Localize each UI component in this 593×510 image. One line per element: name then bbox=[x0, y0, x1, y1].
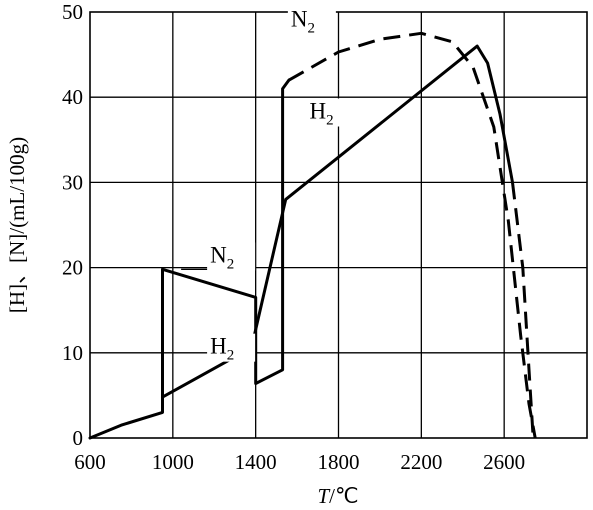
series-h2-dashed-line bbox=[511, 182, 535, 439]
series-label-base: H bbox=[210, 334, 227, 359]
series-label-background bbox=[207, 333, 256, 362]
y-tick-label: 30 bbox=[62, 170, 83, 194]
y-tick-labels: 0 10 20 30 40 50 bbox=[62, 0, 83, 450]
series-n2-solid-line bbox=[88, 78, 291, 440]
series-label: H2 bbox=[210, 334, 234, 364]
series-label-base: H bbox=[310, 99, 327, 124]
series-label-base: N bbox=[291, 6, 308, 31]
y-tick-label: 40 bbox=[62, 85, 83, 109]
series-label-background bbox=[287, 6, 336, 35]
x-tick-label: 2200 bbox=[400, 450, 442, 474]
series-label-subscript: 2 bbox=[326, 113, 334, 129]
series-label: N2 bbox=[291, 6, 315, 36]
y-axis-label: [H]、[N]/(mL/100g) bbox=[5, 137, 29, 313]
series-label-base: N bbox=[210, 242, 227, 267]
plot-frame bbox=[89, 11, 588, 439]
x-tick-label: 600 bbox=[74, 450, 106, 474]
x-tick-label: 2600 bbox=[483, 450, 525, 474]
series-label-subscript: 2 bbox=[307, 20, 315, 36]
x-axis-label: T/℃ bbox=[317, 484, 358, 508]
series-label: N2 bbox=[210, 242, 234, 272]
series-layer bbox=[88, 31, 537, 440]
y-tick-label: 0 bbox=[73, 426, 84, 450]
x-tick-label: 1000 bbox=[152, 450, 194, 474]
series-label-subscript: 2 bbox=[227, 256, 235, 272]
series-label-subscript: 2 bbox=[227, 348, 235, 364]
series-n2-dashed-line bbox=[288, 31, 537, 439]
x-axis-label-symbol: T bbox=[317, 484, 330, 508]
series-label: H2 bbox=[310, 99, 334, 129]
y-tick-label: 50 bbox=[62, 0, 83, 24]
x-axis-label-unit: /℃ bbox=[329, 484, 358, 508]
x-tick-label: 1800 bbox=[318, 450, 360, 474]
y-tick-label: 10 bbox=[62, 341, 83, 365]
grid bbox=[90, 12, 587, 438]
x-tick-label: 1400 bbox=[235, 450, 277, 474]
x-tick-labels: 600 1000 1400 1800 2200 2600 bbox=[74, 450, 525, 474]
series-label-background bbox=[207, 242, 256, 271]
y-tick-label: 20 bbox=[62, 256, 83, 280]
series-label-background bbox=[306, 98, 355, 127]
